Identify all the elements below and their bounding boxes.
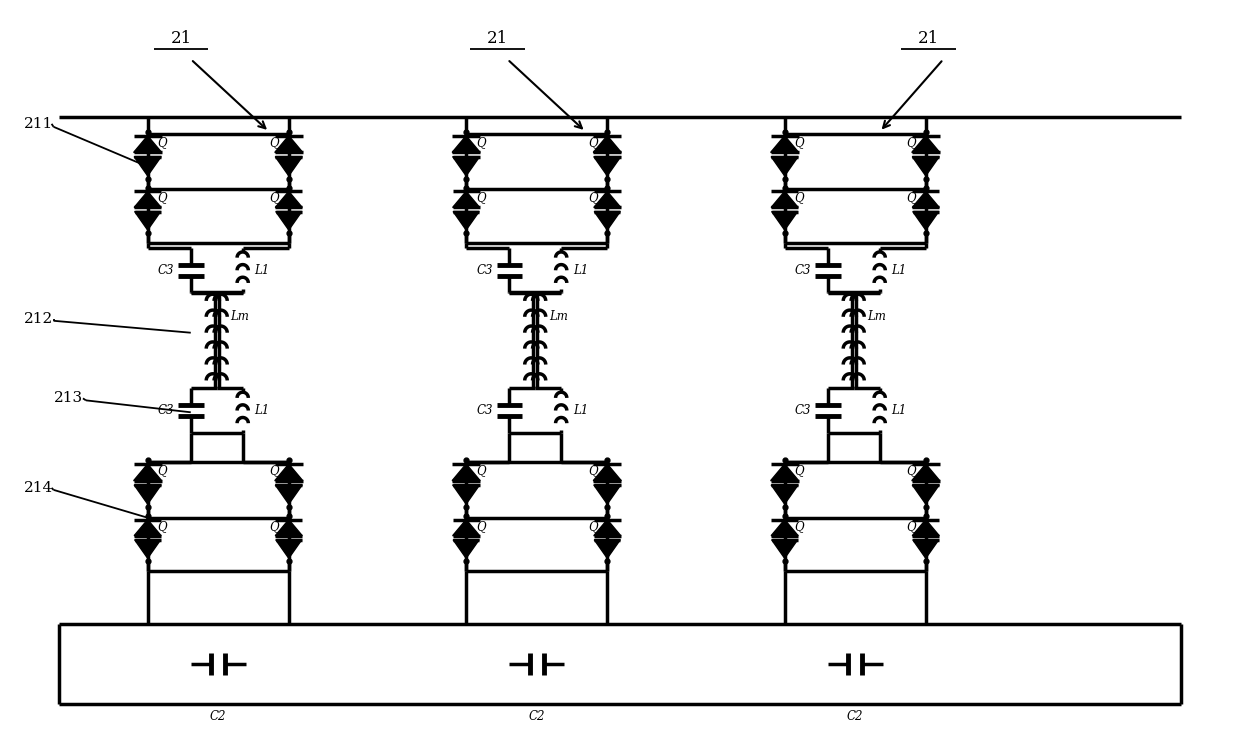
Text: 213: 213 <box>53 392 83 405</box>
Polygon shape <box>771 540 797 558</box>
Text: Q: Q <box>157 520 167 533</box>
Polygon shape <box>913 192 939 207</box>
Text: 211: 211 <box>24 117 53 131</box>
Text: L1: L1 <box>573 264 588 277</box>
Polygon shape <box>594 192 621 207</box>
Polygon shape <box>275 136 303 152</box>
Polygon shape <box>911 136 940 152</box>
Polygon shape <box>453 212 479 230</box>
Text: Q: Q <box>588 464 598 477</box>
Polygon shape <box>134 192 161 207</box>
Text: C3: C3 <box>476 263 492 277</box>
Text: C3: C3 <box>795 263 811 277</box>
Text: Lm: Lm <box>231 310 249 323</box>
Text: Lm: Lm <box>549 310 568 323</box>
Text: 21: 21 <box>918 31 940 47</box>
Polygon shape <box>134 136 161 152</box>
Polygon shape <box>275 192 303 207</box>
Polygon shape <box>594 540 620 558</box>
Polygon shape <box>275 520 303 536</box>
Text: C3: C3 <box>476 404 492 417</box>
Text: L1: L1 <box>573 404 588 417</box>
Polygon shape <box>913 157 939 176</box>
Polygon shape <box>913 485 939 504</box>
Polygon shape <box>594 212 620 230</box>
Polygon shape <box>135 212 161 230</box>
Polygon shape <box>770 136 799 152</box>
Text: Q: Q <box>588 136 598 148</box>
Text: Q: Q <box>476 464 486 477</box>
Text: L1: L1 <box>254 264 270 277</box>
Polygon shape <box>913 540 939 558</box>
Text: Q: Q <box>476 520 486 533</box>
Text: L1: L1 <box>892 404 906 417</box>
Text: Q: Q <box>269 192 279 204</box>
Polygon shape <box>913 212 939 230</box>
Polygon shape <box>275 212 301 230</box>
Text: L1: L1 <box>254 404 270 417</box>
Polygon shape <box>593 464 621 480</box>
Text: Q: Q <box>588 192 598 204</box>
Text: C2: C2 <box>210 709 227 723</box>
Text: L1: L1 <box>892 264 906 277</box>
Text: Q: Q <box>157 464 167 477</box>
Polygon shape <box>594 157 621 176</box>
Polygon shape <box>453 540 479 558</box>
Polygon shape <box>771 485 799 504</box>
Polygon shape <box>771 192 799 207</box>
Text: Q: Q <box>906 192 916 204</box>
Text: 212: 212 <box>24 312 53 326</box>
Text: Q: Q <box>157 192 167 204</box>
Polygon shape <box>453 157 480 176</box>
Text: Q: Q <box>588 520 598 533</box>
Text: Q: Q <box>476 136 486 148</box>
Polygon shape <box>594 485 621 504</box>
Polygon shape <box>275 485 303 504</box>
Text: Q: Q <box>906 464 916 477</box>
Text: Q: Q <box>269 136 279 148</box>
Polygon shape <box>275 464 303 480</box>
Polygon shape <box>275 540 301 558</box>
Polygon shape <box>771 212 797 230</box>
Polygon shape <box>771 520 799 536</box>
Polygon shape <box>453 192 480 207</box>
Polygon shape <box>913 520 939 536</box>
Text: C2: C2 <box>847 709 863 723</box>
Polygon shape <box>453 485 480 504</box>
Text: Q: Q <box>795 464 804 477</box>
Polygon shape <box>770 464 799 480</box>
Text: Q: Q <box>157 136 167 148</box>
Text: Q: Q <box>476 192 486 204</box>
Text: C2: C2 <box>528 709 544 723</box>
Polygon shape <box>593 136 621 152</box>
Text: Q: Q <box>269 464 279 477</box>
Text: 214: 214 <box>24 481 53 495</box>
Text: Q: Q <box>795 136 804 148</box>
Polygon shape <box>134 485 161 504</box>
Polygon shape <box>771 157 799 176</box>
Polygon shape <box>134 464 161 480</box>
Text: C3: C3 <box>157 404 174 417</box>
Polygon shape <box>275 157 303 176</box>
Polygon shape <box>135 540 161 558</box>
Polygon shape <box>453 520 480 536</box>
Text: Lm: Lm <box>868 310 887 323</box>
Text: Q: Q <box>269 520 279 533</box>
Polygon shape <box>134 520 161 536</box>
Text: C3: C3 <box>157 263 174 277</box>
Text: C3: C3 <box>795 404 811 417</box>
Text: Q: Q <box>906 136 916 148</box>
Polygon shape <box>594 520 621 536</box>
Polygon shape <box>453 464 480 480</box>
Text: Q: Q <box>906 520 916 533</box>
Polygon shape <box>134 157 161 176</box>
Text: Q: Q <box>795 192 804 204</box>
Text: 21: 21 <box>487 31 508 47</box>
Text: Q: Q <box>795 520 804 533</box>
Text: 21: 21 <box>170 31 192 47</box>
Polygon shape <box>911 464 940 480</box>
Polygon shape <box>453 136 480 152</box>
